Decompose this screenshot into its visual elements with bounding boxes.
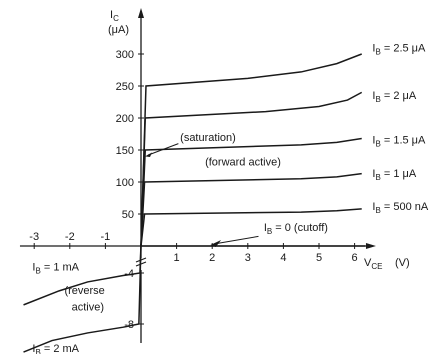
cutoff-arrow xyxy=(213,235,259,245)
y-axis-unit: (μA) xyxy=(108,24,129,36)
x-tick-label-1: -2 xyxy=(65,231,75,243)
annotation-forward-active: (forward active) xyxy=(205,156,281,168)
series-label-3: IB = 2 μA xyxy=(372,90,416,104)
x-tick-label-7: 5 xyxy=(316,252,322,264)
series-label-6: IB = 1 mA xyxy=(32,261,79,275)
series-label-4: IB = 2.5 μA xyxy=(372,42,426,56)
series-label-1: IB = 1 μA xyxy=(372,168,416,182)
y-tick-label-2: 150 xyxy=(116,145,134,157)
axes: -3 -2 -1 1 2 3 4 5 6 50 100 150 200 250 300 -4 -8 xyxy=(19,8,376,343)
x-tick-label-5: 3 xyxy=(245,252,251,264)
x-tick-label-0: -3 xyxy=(29,231,39,243)
series-label-2: IB = 1.5 μA xyxy=(372,135,426,149)
axis-break-mark-1 xyxy=(135,257,147,263)
series-label-7: IB = 2 mA xyxy=(32,343,79,354)
x-tick-label-8: 6 xyxy=(352,252,358,264)
y-tick-label-7: -8 xyxy=(124,319,134,331)
x-tick-label-2: -1 xyxy=(101,231,111,243)
x-axis-arrow xyxy=(365,243,376,249)
cutoff-arrowhead xyxy=(210,240,222,247)
series-line-4 xyxy=(140,53,362,247)
x-axis-title: VCE xyxy=(364,257,382,271)
series-line-2 xyxy=(140,137,362,247)
annotation-saturation: (saturation) xyxy=(180,132,236,144)
axis-break-mark-2 xyxy=(135,261,147,267)
y-tick-label-3: 200 xyxy=(116,113,134,125)
series-line-7 xyxy=(23,243,142,353)
y-tick-label-6: -4 xyxy=(124,268,134,280)
series-label-5: IB = 0 (cutoff) xyxy=(264,222,328,236)
y-tick-label-5: 300 xyxy=(116,49,134,61)
series-label-0: IB = 500 nA xyxy=(372,201,428,215)
y-tick-label-0: 50 xyxy=(122,209,134,221)
y-axis-arrow xyxy=(138,8,144,18)
x-axis-unit: (V) xyxy=(395,257,410,269)
series-line-0 xyxy=(140,208,362,247)
saturation-arrow xyxy=(147,143,179,156)
saturation-arrowhead xyxy=(145,152,152,158)
y-tick-label-4: 250 xyxy=(116,81,134,93)
x-tick-label-3: 1 xyxy=(174,252,180,264)
x-tick-label-4: 2 xyxy=(209,252,215,264)
series-line-1 xyxy=(140,172,362,247)
y-axis-title: IC xyxy=(110,9,119,23)
y-tick-label-1: 100 xyxy=(116,177,134,189)
annotation-reverse-active-2: active) xyxy=(72,302,104,314)
chart-labels: IB = 500 nA IB = 1 μA IB = 1.5 μA IB = 2 μA… xyxy=(32,9,428,354)
annotation-reverse-active-1: (reverse xyxy=(64,285,104,297)
series-line-3 xyxy=(140,91,363,247)
x-tick-label-6: 4 xyxy=(280,252,286,264)
